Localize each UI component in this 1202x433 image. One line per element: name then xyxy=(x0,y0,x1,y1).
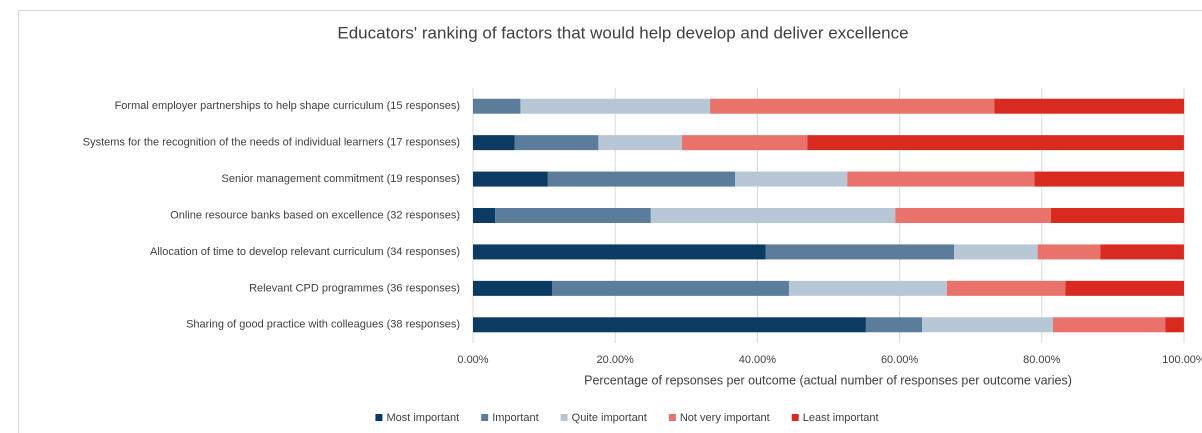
legend-swatch xyxy=(375,414,383,421)
legend-swatch xyxy=(560,414,568,421)
bar-segment xyxy=(1050,208,1185,223)
bar-segment xyxy=(650,208,896,223)
x-tick-label: 80.00% xyxy=(1023,354,1061,366)
bar-segment xyxy=(1065,280,1184,296)
bar-segment xyxy=(473,280,552,296)
y-tick-label: Senior management commitment (19 respons… xyxy=(222,173,460,185)
x-axis-title: Percentage of repsonses per outcome (act… xyxy=(584,373,1072,387)
bar-segment xyxy=(735,171,848,187)
bar-segment xyxy=(473,98,521,114)
chart-border xyxy=(18,10,1202,433)
bar-segment xyxy=(946,280,1066,296)
x-tick-label: 20.00% xyxy=(597,354,635,366)
chart-title: Educators' ranking of factors that would… xyxy=(337,23,908,42)
x-tick-label: 100.00% xyxy=(1162,354,1202,366)
bar-segment xyxy=(710,98,995,114)
bar-segment xyxy=(598,135,683,151)
y-tick-label: Sharing of good practice with colleagues… xyxy=(186,319,460,331)
bar-segment xyxy=(473,135,515,151)
legend-label: Least important xyxy=(803,412,879,424)
bar-segment xyxy=(994,98,1185,114)
bar-segment xyxy=(495,208,651,223)
x-tick-label: 0.00% xyxy=(457,354,488,366)
bar-segment xyxy=(520,98,711,114)
bar-segment xyxy=(865,317,922,333)
bar-segment xyxy=(1100,244,1184,260)
y-tick-label: Formal employer partnerships to help sha… xyxy=(115,100,460,112)
bar-segment xyxy=(547,171,736,187)
bar-segment xyxy=(765,244,954,260)
bar-segment xyxy=(847,171,1035,187)
bar-segment xyxy=(473,317,866,333)
bar-segment xyxy=(1052,317,1166,333)
bar-segment xyxy=(1165,317,1184,333)
y-tick-label: Systems for the recognition of the needs… xyxy=(83,137,460,149)
x-tick-label: 60.00% xyxy=(881,354,919,366)
legend-label: Not very important xyxy=(680,412,770,424)
legend-label: Most important xyxy=(386,412,459,424)
legend-label: Important xyxy=(492,412,538,424)
y-tick-label: Online resource banks based on excellenc… xyxy=(170,209,460,221)
bar-segment xyxy=(895,208,1051,223)
y-tick-label: Relevant CPD programmes (36 responses) xyxy=(249,282,460,294)
bar-segment xyxy=(1037,244,1101,260)
bar-segment xyxy=(514,135,599,151)
bar-segment xyxy=(551,280,789,296)
bar-segment xyxy=(473,244,766,260)
bar-segment xyxy=(788,280,947,296)
legend-swatch xyxy=(791,414,799,421)
bar-segment xyxy=(473,208,496,223)
bar-segment xyxy=(953,244,1038,260)
bar-segment xyxy=(473,171,548,187)
legend-swatch xyxy=(481,414,489,421)
x-tick-label: 40.00% xyxy=(739,354,777,366)
y-tick-label: Allocation of time to develop relevant c… xyxy=(150,246,460,258)
legend-label: Quite important xyxy=(572,412,647,424)
bar-segment xyxy=(807,135,1184,151)
bar-segment xyxy=(682,135,808,151)
legend-swatch xyxy=(668,414,676,421)
bar-segment xyxy=(1034,171,1185,187)
bar-segment xyxy=(921,317,1053,333)
